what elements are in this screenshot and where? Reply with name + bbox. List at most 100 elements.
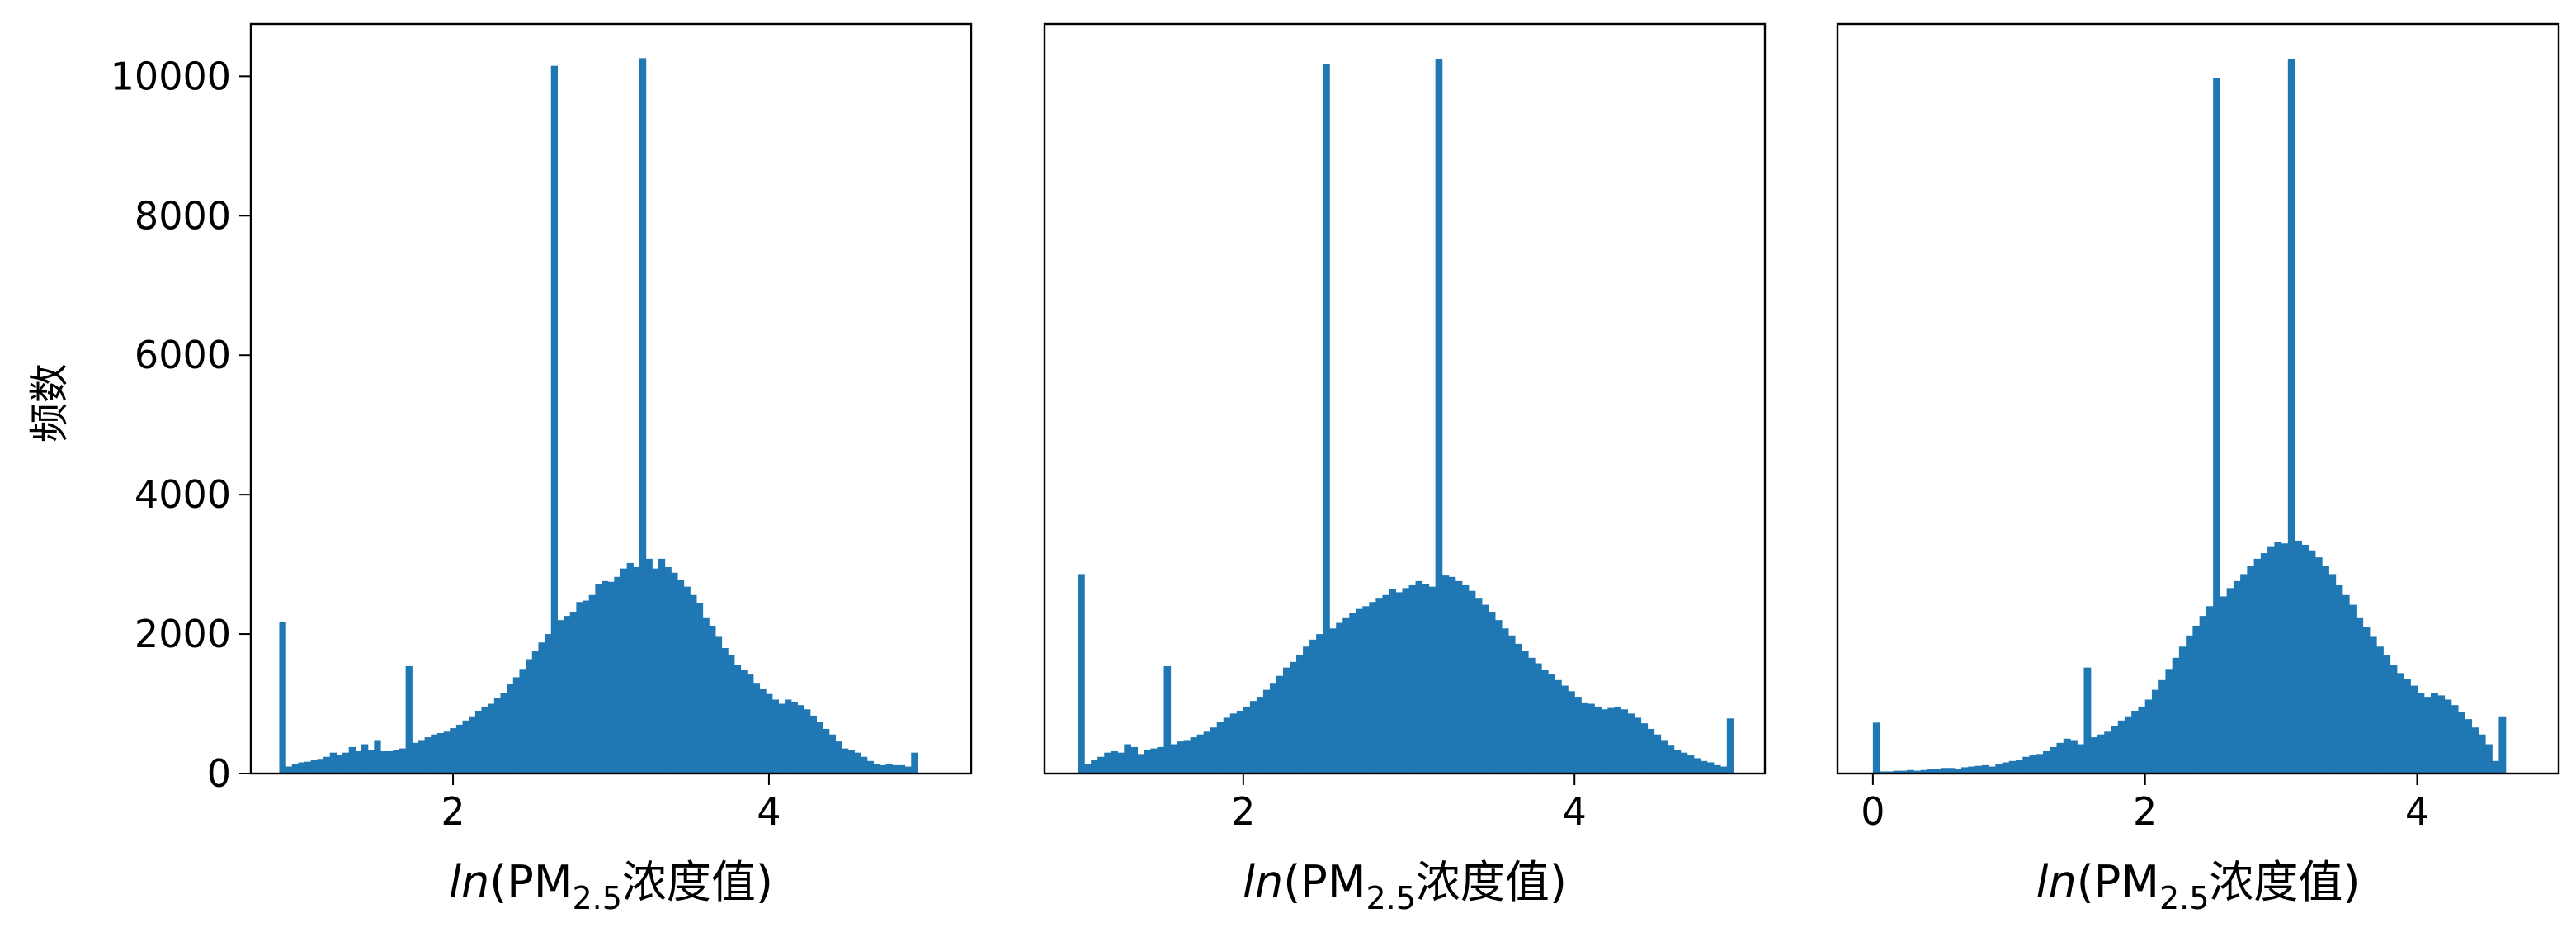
histogram-bars [1872,59,2507,774]
histogram-bar [291,764,300,774]
histogram-bar [690,594,697,774]
histogram-bar [2308,550,2316,774]
histogram-bar [1356,608,1363,774]
histogram-bar [2267,546,2275,774]
histogram-bar [1713,764,1721,774]
x-tick-label: 4 [2405,789,2429,834]
histogram-bar [1216,722,1224,774]
histogram-bars [1078,59,1734,774]
histogram-bar [747,674,754,774]
histogram-bar [2199,616,2207,774]
histogram-bar [1375,598,1384,774]
histogram-bar [785,699,792,774]
y-tick-label: 10000 [111,54,231,98]
histogram-bar [664,566,672,774]
panel-3: 0 2 4 ln(PM2.5浓度值) [1836,22,2560,916]
histogram-bar [2404,679,2411,774]
histogram-bar [1223,717,1231,774]
histogram-bar [2178,646,2187,774]
histogram-bar [873,764,880,774]
histogram-bar [1961,767,1969,774]
histogram-bar [588,594,596,774]
histogram-bar [1389,589,1397,774]
histogram-bar [885,764,893,774]
histogram-bar [361,744,369,774]
histogram-bar [2144,699,2153,774]
histogram-bar [1907,769,1914,774]
histogram-bar [1981,764,1989,774]
x-tick-label: 0 [1861,789,1885,834]
panel-1: 2 4 0 2000 4000 6000 8000 10000 ln(PM2.5浓度值) [111,22,973,916]
histogram-bar [1091,760,1098,774]
histogram-bar [474,710,483,774]
histogram-bar [1607,707,1615,774]
histogram-bar [1309,639,1317,774]
histogram-bar [2417,693,2425,774]
histogram-bar [1097,756,1105,774]
histogram-bar [809,715,817,774]
histogram-bar [2383,655,2391,774]
histogram-bar [380,750,388,774]
histogram-bar [538,642,545,774]
histogram-bar [828,734,836,774]
histogram-bar [797,705,804,774]
histogram-bar [418,740,426,774]
histogram-bar [304,761,312,774]
histogram-bar [2138,706,2146,774]
histogram-bar [633,566,640,774]
histogram-bar [1927,769,1935,774]
histogram-bar [1706,762,1715,774]
histogram-bar [1501,628,1509,774]
histogram-bar [1634,717,1642,774]
histogram-bar [1296,655,1304,774]
axes-frame [1836,22,2560,775]
histogram-bar [816,722,823,774]
histogram-bar [1435,59,1443,774]
histogram-bar [329,752,337,774]
histogram-bar [1395,592,1404,774]
histogram-bar [2097,734,2105,774]
histogram-bar [285,766,293,774]
axes-frame [249,22,973,775]
histogram-bar [2111,726,2119,774]
histogram-bar [835,741,842,774]
histogram-bar [2253,558,2262,774]
histogram-bar [1588,703,1595,774]
histogram-bar [2186,635,2194,774]
histogram-bar [696,603,704,774]
histogram-bar [740,670,748,774]
histogram-bar [310,760,318,774]
histogram-bar [2457,712,2465,774]
histogram-bar [898,764,906,774]
histogram-bar [1968,766,1976,774]
histogram-bar [1568,691,1575,774]
histogram-bar [550,65,559,774]
histogram-bar [436,733,445,774]
histogram-bar [488,703,495,774]
histogram-bar [683,586,691,774]
histogram-bar [854,752,861,774]
histogram-bar [2002,762,2010,774]
histogram-bar [1243,706,1251,774]
histogram-bar [2104,731,2112,774]
histogram-bar [2314,557,2323,774]
histogram-bar [2444,699,2452,774]
x-tick-label: 2 [1231,789,1255,834]
histogram-bar [576,602,583,774]
histogram-bar [728,655,735,774]
histogram-bar [879,764,887,774]
histogram-bar [1614,706,1621,774]
histogram-bar [1117,752,1125,774]
histogram-bar [1941,768,1949,774]
histogram-bar [443,731,451,774]
histogram-bar [1229,713,1238,774]
histogram-bar [1654,734,1662,774]
histogram-bar [2260,553,2268,774]
histogram-bar [595,584,602,774]
histogram-bar [386,750,394,774]
histogram-bar [374,740,381,774]
histogram-bar [481,706,488,774]
y-tick-label: 6000 [134,333,231,377]
histogram-bars [279,58,918,774]
x-tick-label: 2 [441,789,465,834]
